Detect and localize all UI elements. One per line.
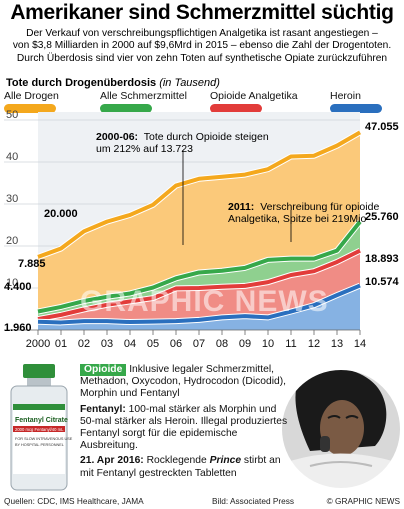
fentanyl-vial-image: Fentanyl Citrate 2000 mcg Fentanyl/40 mL… <box>10 364 73 491</box>
bottom-panel: Fentanyl Citrate 2000 mcg Fentanyl/40 mL… <box>0 360 404 496</box>
x-tick-label: 02 <box>78 338 90 350</box>
x-tick-label: 11 <box>285 338 296 350</box>
legend-item-opioide-analgetika: Opioide Analgetika <box>210 90 298 113</box>
vial-text: 2000 mcg Fentanyl/40 mL <box>15 427 64 432</box>
x-tick-label: 06 <box>170 338 182 350</box>
legend-label: Alle Schmerzmittel <box>100 90 187 102</box>
x-tick-label: 14 <box>354 338 366 350</box>
note-fentanyl: Fentanyl: 100-mal stärker als Morphin un… <box>80 404 294 453</box>
legend-label: Opioide Analgetika <box>210 90 298 102</box>
y-tick-label: 40 <box>6 151 18 163</box>
notes-text: Opioide Inklusive legaler Schmerzmittel,… <box>80 364 294 483</box>
legend-label: Alle Drogen <box>4 90 59 102</box>
footer: Quellen: CDC, IMS Healthcare, JAMA Bild:… <box>0 496 404 509</box>
vial-label <box>13 404 65 474</box>
series-area-3 <box>38 285 360 330</box>
annotation-line: Tote durch Opioide steigen <box>144 131 269 143</box>
end-label-opioide: 18.893 <box>365 253 399 265</box>
chart-title-text: Tote durch Drogenüberdosis <box>6 77 157 89</box>
legend-label: Heroin <box>330 90 361 102</box>
legend-item-heroin: Heroin <box>330 90 382 113</box>
vial-cap <box>23 364 55 378</box>
vial-label-band <box>13 404 65 410</box>
x-tick-label: 2000 <box>26 338 50 350</box>
x-tick-label: 05 <box>147 338 159 350</box>
vial-red-band <box>13 426 65 432</box>
x-tick-label: 07 <box>193 338 205 350</box>
end-label-heroin: 10.574 <box>365 276 400 288</box>
note-heading: 21. Apr 2016: <box>80 455 144 467</box>
legend-item-alle-drogen: Alle Drogen <box>4 90 59 113</box>
annotation-year: 2000-06: <box>96 131 138 143</box>
intro-line: Der Verkauf von verschreibungspflichtige… <box>26 28 378 39</box>
x-axis: 2000 01 02 03 04 05 06 07 08 09 10 11 12 13 14 <box>4 329 366 350</box>
x-tick-label: 03 <box>101 338 113 350</box>
annotation-2006: 2000-06: Tote durch Opioide steigen um 2… <box>96 131 272 155</box>
x-tick-label: 10 <box>262 338 274 350</box>
note-name: Prince <box>209 455 242 467</box>
page-title: Amerikaner sind Schmerzmittel süchtig <box>10 1 394 24</box>
vial-text: BY HOSPITAL PERSONNEL <box>15 443 64 447</box>
x-tick-label: 08 <box>216 338 228 350</box>
footer-copyright: © GRAPHIC NEWS <box>326 496 400 506</box>
y-tick-label: 50 <box>6 109 18 121</box>
watermark: GRAPHIC NEWS <box>80 285 329 318</box>
legend-swatch <box>100 104 152 113</box>
y-tick-label: 30 <box>6 193 18 205</box>
legend-swatch <box>210 104 262 113</box>
footer-sources: Quellen: CDC, IMS Healthcare, JAMA <box>4 496 144 506</box>
vial-brand: Fentanyl Citrate <box>15 417 68 424</box>
x-tick-label: 09 <box>239 338 251 350</box>
y-tick-label: 10 <box>6 277 18 289</box>
note-opioide: Opioide Inklusive legaler Schmerzmittel,… <box>80 364 294 401</box>
intro-line: Durch Überdosis sind vier von zehn Toten… <box>16 52 388 64</box>
opioide-tag: Opioide <box>80 364 127 377</box>
annotation-2011: 2011: Verschreibung für opioide Analgeti… <box>228 201 382 225</box>
legend-swatch <box>330 104 382 113</box>
note-prince: 21. Apr 2016: Rocklegende Prince stirbt … <box>80 455 294 479</box>
chart-title: Tote durch Drogenüberdosis (in Tausend) <box>6 77 220 89</box>
note-text: 100-mal stärker als Morphin und 50-mal s… <box>80 403 288 452</box>
annotation-year: 2011: <box>228 201 254 213</box>
x-tick-label: 01 <box>55 338 67 350</box>
intro-text: Der Verkauf von verschreibungspflichtige… <box>3 28 401 65</box>
x-tick-label: 04 <box>124 338 136 350</box>
footer-photo-credit: Bild: Associated Press <box>212 496 295 506</box>
series-lines <box>36 129 363 326</box>
note-heading: Fentanyl: <box>80 403 126 415</box>
vial-neck <box>27 378 51 386</box>
annotation-line: um 212% auf 13.723 <box>96 143 193 155</box>
y-tick-label: 20 <box>6 235 18 247</box>
start-label-alle-drogen: 20.000 <box>44 208 78 220</box>
note-text: Inklusive legaler Schmerzmittel, Methado… <box>80 364 287 400</box>
start-label-heroin: 1.960 <box>4 322 32 334</box>
end-label-alle-drogen: 47.055 <box>365 121 399 133</box>
chart-unit: (in Tausend) <box>159 77 220 89</box>
prince-photo <box>280 368 402 490</box>
x-tick-label: 12 <box>308 338 320 350</box>
end-label-alle-schmerzmittel: 25.760 <box>365 211 399 223</box>
legend-swatch <box>4 104 56 113</box>
legend-item-alle-schmerzmittel: Alle Schmerzmittel <box>100 90 187 113</box>
start-label-alle-schmerzmittel: 7.885 <box>18 258 46 270</box>
intro-line: von $3,8 Milliarden in 2000 auf $9,6Mrd … <box>12 40 392 52</box>
note-text: Rocklegende <box>143 455 210 467</box>
overdose-area-chart: 10 20 30 40 50 2000 01 02 03 04 05 06 07 08 09 10 11 12 1… <box>4 109 400 350</box>
annotation-line: Verschreibung für opioide <box>260 201 379 213</box>
note-text: stirbt an mit Fentanyl gestreckten Table… <box>80 455 281 479</box>
vial-text: FOR SLOW INTRAVENOUS USE <box>15 437 73 441</box>
x-tick-label: 13 <box>331 338 343 350</box>
y-axis: 10 20 30 40 50 <box>6 109 18 289</box>
start-label-opioide: 4.400 <box>4 281 32 293</box>
annotation-line: Analgetika, Spitze bei 219Mio <box>228 213 366 225</box>
